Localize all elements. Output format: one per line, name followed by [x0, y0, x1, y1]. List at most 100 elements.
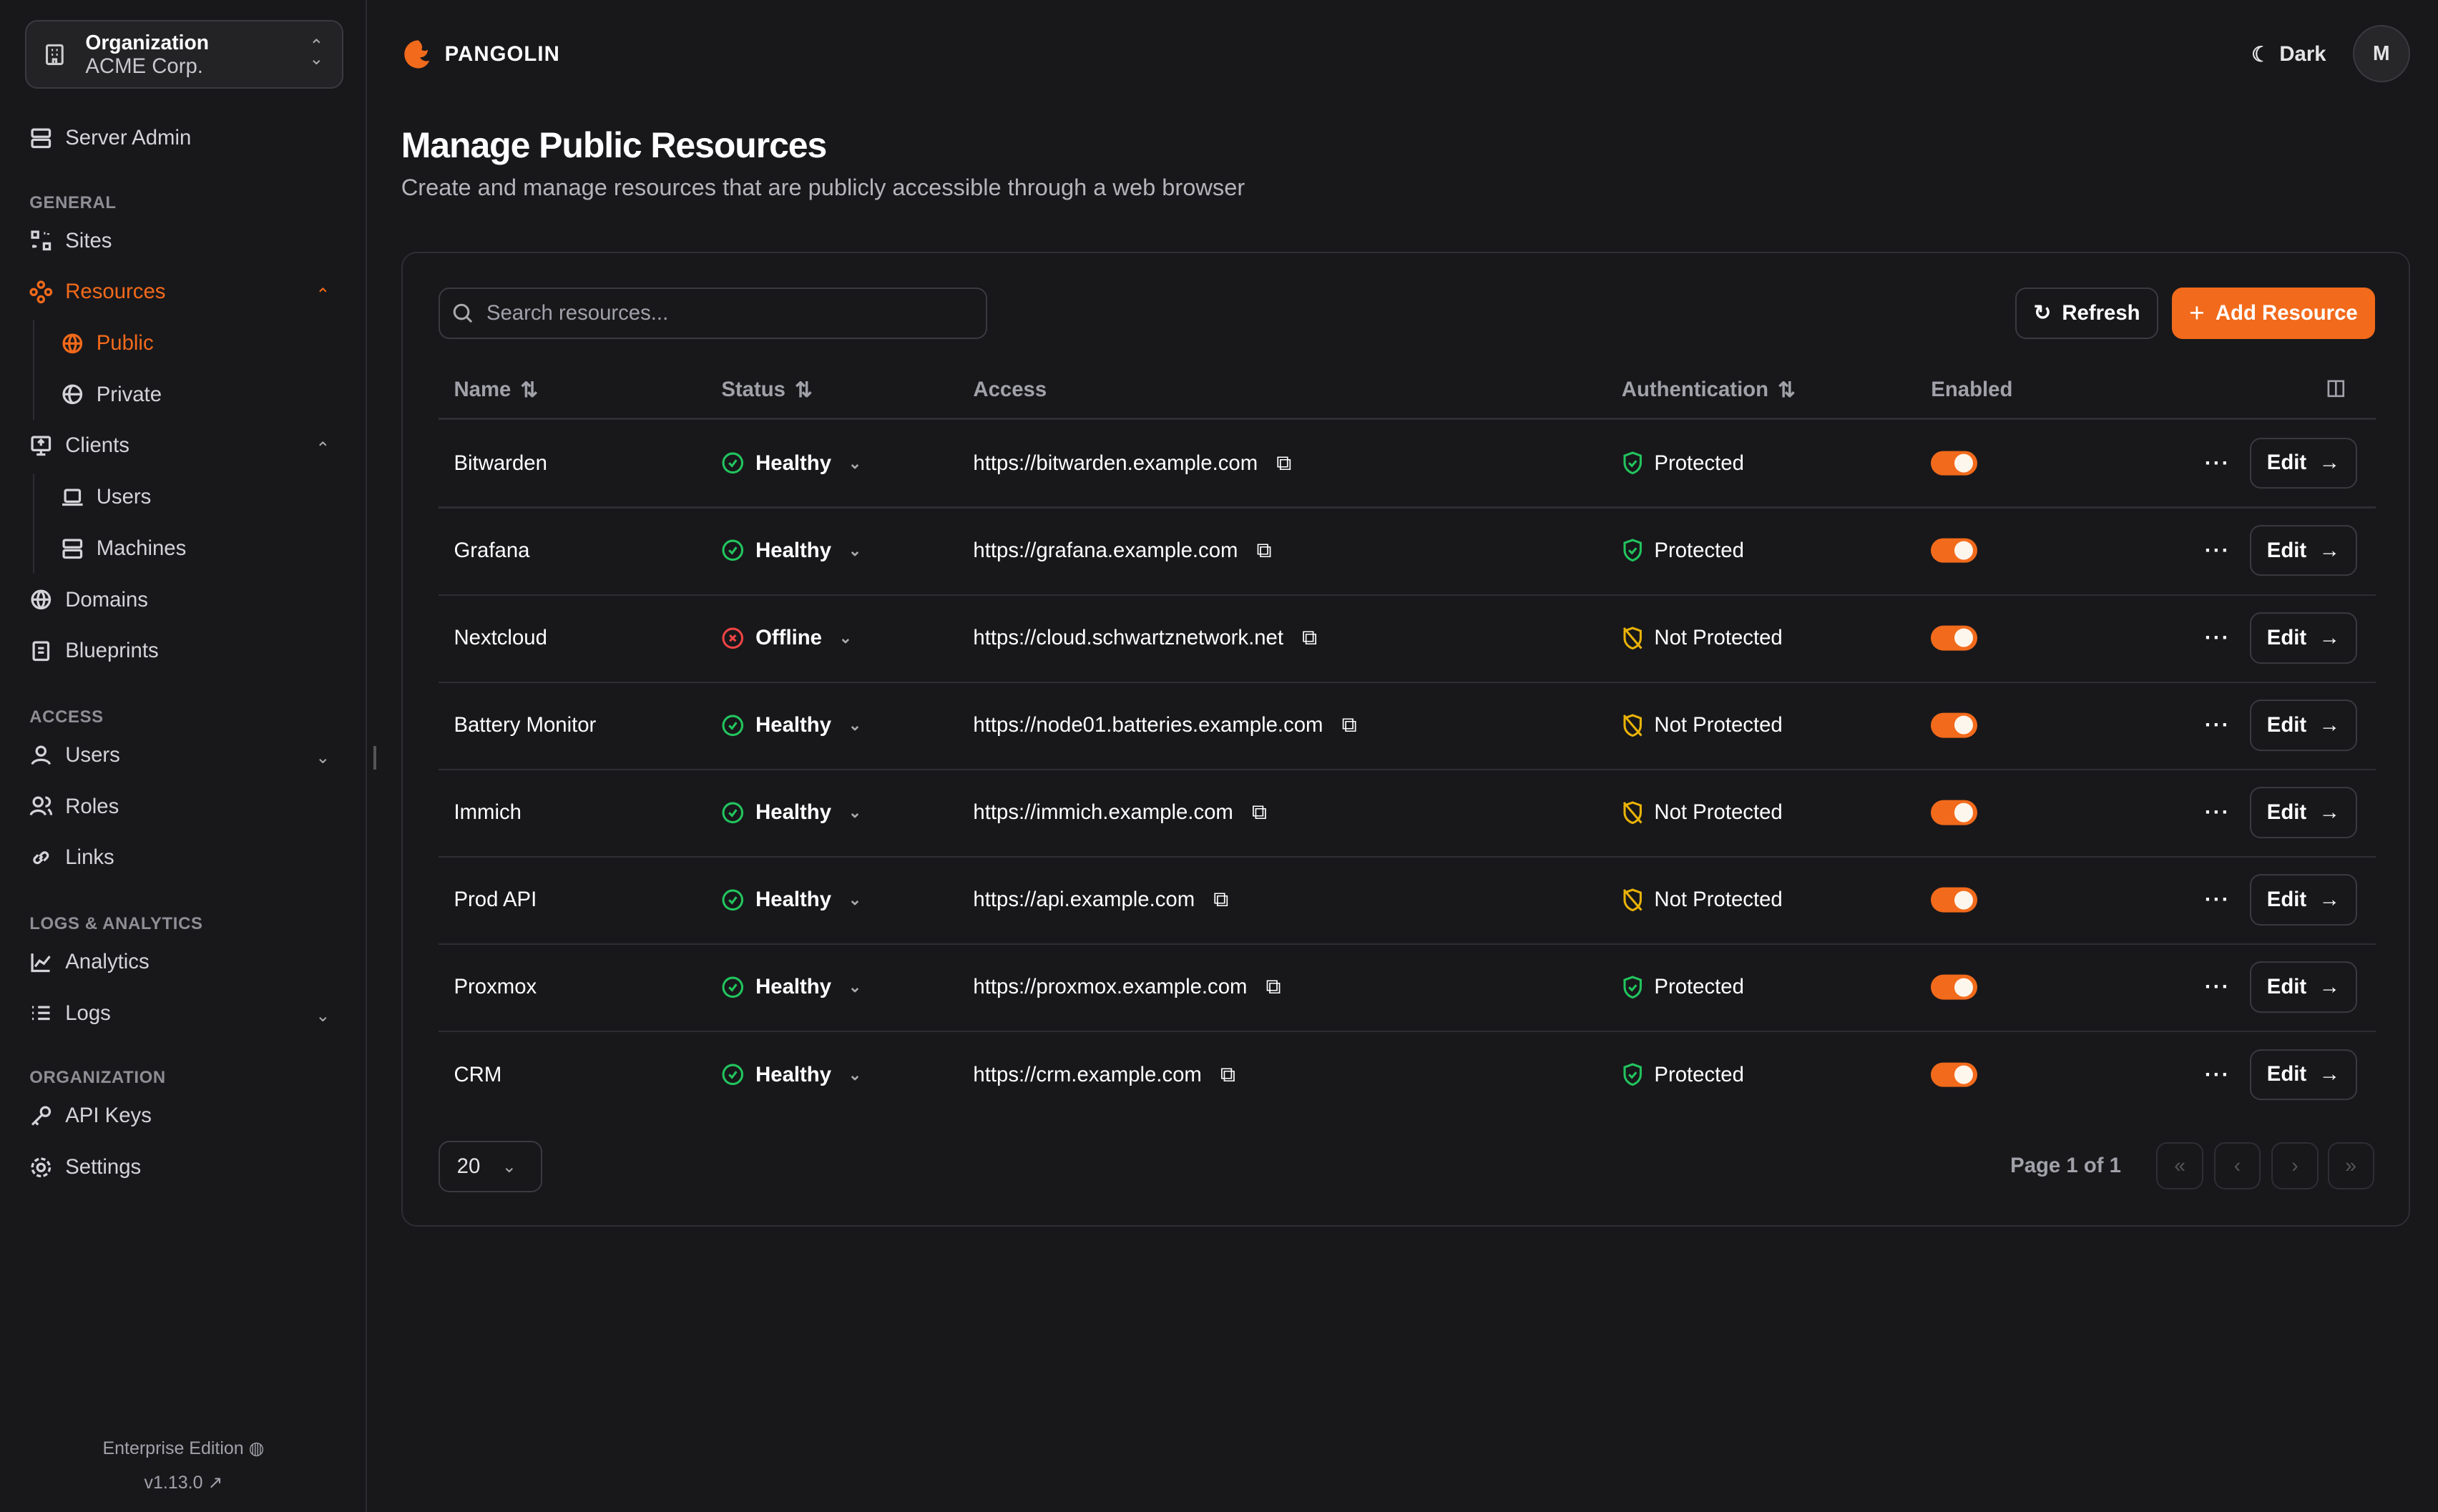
access-url[interactable]: https://proxmox.example.com ⧉: [973, 975, 1281, 999]
enabled-toggle[interactable]: [1931, 451, 1978, 476]
access-link[interactable]: https://grafana.example.com: [973, 538, 1238, 562]
sidebar-item-analytics[interactable]: Analytics: [29, 950, 150, 974]
more-actions-button[interactable]: ···: [2204, 888, 2231, 912]
enabled-toggle[interactable]: [1931, 712, 1978, 738]
chevron-up-icon[interactable]: ⌃: [315, 285, 331, 305]
status-dropdown[interactable]: Healthy ⌄: [721, 451, 861, 476]
enabled-toggle[interactable]: [1931, 975, 1978, 1000]
status-dropdown[interactable]: Healthy ⌄: [721, 975, 861, 999]
copy-icon[interactable]: ⧉: [1276, 451, 1292, 475]
column-header-authentication[interactable]: Authentication ⇅: [1622, 378, 1796, 403]
status-dropdown[interactable]: Healthy ⌄: [721, 539, 861, 563]
resource-name: Proxmox: [454, 975, 537, 999]
more-actions-button[interactable]: ···: [2204, 712, 2231, 737]
status-dropdown[interactable]: Healthy ⌄: [721, 800, 861, 825]
access-link[interactable]: https://node01.batteries.example.com: [973, 712, 1323, 737]
sidebar-item-roles[interactable]: Roles: [29, 795, 119, 819]
chevron-up-icon[interactable]: ⌃: [315, 438, 331, 458]
access-link[interactable]: https://immich.example.com: [973, 800, 1233, 825]
sidebar-item-machines[interactable]: Machines: [61, 536, 186, 561]
sidebar-item-links[interactable]: Links: [29, 845, 114, 870]
column-header-name[interactable]: Name ⇅: [454, 378, 538, 403]
org-switcher[interactable]: Organization ACME Corp. ⌃ ⌄: [24, 20, 344, 89]
enabled-toggle[interactable]: [1931, 538, 1978, 564]
access-link[interactable]: https://cloud.schwartznetwork.net: [973, 625, 1284, 649]
copy-icon[interactable]: ⧉: [1256, 538, 1272, 562]
copy-icon[interactable]: ⧉: [1251, 800, 1267, 825]
refresh-button[interactable]: ↻ Refresh: [2014, 287, 2159, 339]
check-circle-icon: [722, 1064, 744, 1086]
status-dropdown[interactable]: Healthy ⌄: [721, 713, 861, 737]
edit-button[interactable]: Edit →: [2249, 437, 2357, 489]
access-link[interactable]: https://proxmox.example.com: [973, 975, 1248, 999]
sidebar-item-public[interactable]: Public: [61, 331, 154, 355]
table-row: Bitwarden Healthy ⌄ https://bitwarden.exa…: [439, 420, 2376, 507]
access-link[interactable]: https://crm.example.com: [973, 1062, 1202, 1086]
sidebar-item-sites[interactable]: Sites: [29, 229, 112, 253]
enabled-toggle[interactable]: [1931, 887, 1978, 913]
theme-toggle[interactable]: ☾ Dark: [2251, 42, 2326, 67]
edition-link[interactable]: Enterprise Edition ◍: [0, 1438, 367, 1459]
sidebar-item-private[interactable]: Private: [61, 383, 162, 407]
status-dropdown[interactable]: Healthy ⌄: [721, 1063, 861, 1087]
edit-button[interactable]: Edit →: [2249, 612, 2357, 664]
access-url[interactable]: https://node01.batteries.example.com ⧉: [973, 713, 1356, 737]
copy-icon[interactable]: ⧉: [1213, 888, 1229, 912]
next-page-button[interactable]: ›: [2271, 1142, 2319, 1189]
sidebar-item-api-keys[interactable]: API Keys: [29, 1104, 152, 1128]
access-url[interactable]: https://immich.example.com ⧉: [973, 800, 1266, 825]
last-page-button[interactable]: »: [2327, 1142, 2374, 1189]
column-header-status[interactable]: Status ⇅: [721, 378, 812, 403]
more-actions-button[interactable]: ···: [2204, 800, 2231, 825]
sidebar-item-logs[interactable]: Logs: [29, 1001, 111, 1026]
chevron-down-icon[interactable]: ⌄: [315, 1006, 331, 1026]
access-url[interactable]: https://grafana.example.com ⧉: [973, 539, 1271, 563]
status-dropdown[interactable]: Offline ⌄: [721, 626, 852, 650]
label: Authentication: [1621, 377, 1769, 401]
chevron-down-icon[interactable]: ⌄: [315, 748, 331, 768]
sidebar-resize-handle[interactable]: [373, 746, 376, 770]
sidebar-item-client-users[interactable]: Users: [61, 485, 151, 509]
copy-icon[interactable]: ⧉: [1302, 625, 1318, 649]
copy-icon[interactable]: ⧉: [1220, 1062, 1235, 1086]
edit-button[interactable]: Edit →: [2249, 1049, 2357, 1101]
sidebar-item-resources[interactable]: Resources: [29, 280, 165, 304]
access-link[interactable]: https://bitwarden.example.com: [973, 451, 1258, 475]
sidebar-item-domains[interactable]: Domains: [29, 588, 148, 612]
access-link[interactable]: https://api.example.com: [973, 888, 1195, 912]
add-resource-button[interactable]: + Add Resource: [2172, 287, 2375, 339]
access-url[interactable]: https://cloud.schwartznetwork.net ⧉: [973, 626, 1317, 650]
edit-button[interactable]: Edit →: [2249, 874, 2357, 926]
more-actions-button[interactable]: ···: [2204, 625, 2231, 649]
more-actions-button[interactable]: ···: [2204, 538, 2231, 562]
sidebar-item-blueprints[interactable]: Blueprints: [29, 639, 159, 663]
edit-button[interactable]: Edit →: [2249, 787, 2357, 838]
enabled-toggle[interactable]: [1931, 1062, 1978, 1087]
more-actions-button[interactable]: ···: [2204, 1062, 2231, 1086]
copy-icon[interactable]: ⧉: [1341, 712, 1357, 737]
sidebar-item-users[interactable]: Users: [29, 743, 120, 767]
access-url[interactable]: https://bitwarden.example.com ⧉: [973, 451, 1291, 476]
more-actions-button[interactable]: ···: [2204, 975, 2231, 999]
avatar[interactable]: M: [2352, 24, 2410, 83]
edit-button[interactable]: Edit →: [2249, 961, 2357, 1013]
enabled-toggle[interactable]: [1931, 800, 1978, 825]
first-page-button[interactable]: «: [2156, 1142, 2203, 1189]
enabled-toggle[interactable]: [1931, 625, 1978, 651]
access-url[interactable]: https://crm.example.com ⧉: [973, 1063, 1235, 1087]
version-link[interactable]: v1.13.0 ↗: [0, 1472, 367, 1493]
sidebar-item-settings[interactable]: Settings: [29, 1155, 141, 1179]
prev-page-button[interactable]: ‹: [2213, 1142, 2261, 1189]
access-url[interactable]: https://api.example.com ⧉: [973, 888, 1228, 912]
status-dropdown[interactable]: Healthy ⌄: [721, 888, 861, 912]
search-input[interactable]: Search resources...: [438, 287, 987, 339]
edit-button[interactable]: Edit →: [2249, 699, 2357, 751]
brand-logo[interactable]: PANGOLIN: [401, 37, 560, 72]
edit-button[interactable]: Edit →: [2249, 524, 2357, 576]
more-actions-button[interactable]: ···: [2204, 451, 2231, 475]
page-size-select[interactable]: 20 ⌄: [438, 1141, 543, 1192]
sidebar-item-clients[interactable]: Clients: [29, 433, 129, 458]
copy-icon[interactable]: ⧉: [1265, 975, 1281, 999]
columns-toggle-icon[interactable]: ◫: [2326, 375, 2346, 399]
sidebar-item-server-admin[interactable]: Server Admin: [29, 126, 191, 150]
